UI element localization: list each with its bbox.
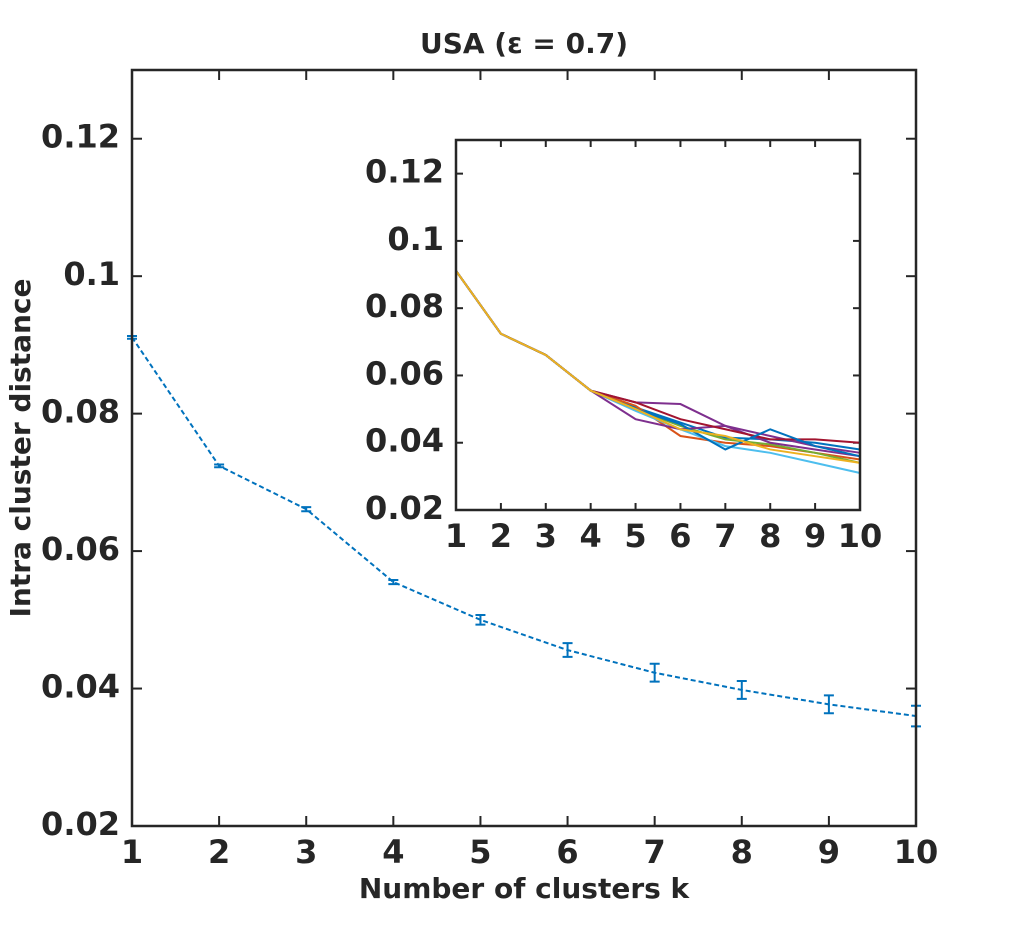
- x-tick-label: 6: [669, 517, 691, 555]
- x-tick-label: 5: [624, 517, 646, 555]
- x-tick-label: 8: [731, 833, 753, 871]
- error-bar: [475, 614, 486, 626]
- y-tick-label: 0.04: [41, 668, 120, 706]
- error-bar: [301, 506, 312, 513]
- y-tick-label: 0.12: [41, 118, 120, 156]
- x-tick-label: 9: [804, 517, 826, 555]
- x-tick-label: 4: [580, 517, 602, 555]
- axes-box: [130, 68, 918, 828]
- x-tick-label: 9: [818, 833, 840, 871]
- data-line: [131, 336, 917, 718]
- error-bar: [388, 578, 399, 586]
- y-tick-label: 0.02: [41, 805, 120, 843]
- x-tick-label: 3: [295, 833, 317, 871]
- error-bar: [823, 694, 834, 715]
- y-tick-label: 0.1: [63, 255, 120, 293]
- x-tick-label: 4: [382, 833, 404, 871]
- chart-title: USA (ε = 0.7): [420, 27, 628, 60]
- error-bar: [649, 662, 660, 683]
- data-line: [455, 270, 861, 464]
- y-tick-label: 0.08: [41, 393, 120, 431]
- y-tick-label: 0.02: [365, 489, 444, 527]
- x-tick-label: 3: [535, 517, 557, 555]
- x-tick-label: 10: [894, 833, 939, 871]
- x-tick-label: 5: [469, 833, 491, 871]
- x-tick-label: 2: [490, 517, 512, 555]
- error-bar: [736, 679, 747, 700]
- error-bar: [562, 642, 573, 658]
- x-tick-label: 6: [556, 833, 578, 871]
- x-tick-label: 10: [838, 517, 883, 555]
- y-tick-label: 0.06: [41, 530, 120, 568]
- x-tick-label: 7: [714, 517, 736, 555]
- y-tick-label: 0.06: [365, 354, 444, 392]
- axes-box: [454, 138, 862, 512]
- x-axis-label: Number of clusters k: [359, 872, 691, 905]
- y-tick-label: 0.1: [387, 220, 444, 258]
- y-tick-label: 0.12: [365, 153, 444, 191]
- x-tick-label: 8: [759, 517, 781, 555]
- x-tick-label: 7: [644, 833, 666, 871]
- y-tick-label: 0.04: [365, 422, 444, 460]
- error-bar: [214, 463, 225, 469]
- x-tick-label: 1: [121, 833, 143, 871]
- y-tick-label: 0.08: [365, 287, 444, 325]
- x-tick-label: 2: [208, 833, 230, 871]
- y-axis-label: Intra cluster distance: [4, 278, 37, 617]
- x-tick-label: 1: [445, 517, 467, 555]
